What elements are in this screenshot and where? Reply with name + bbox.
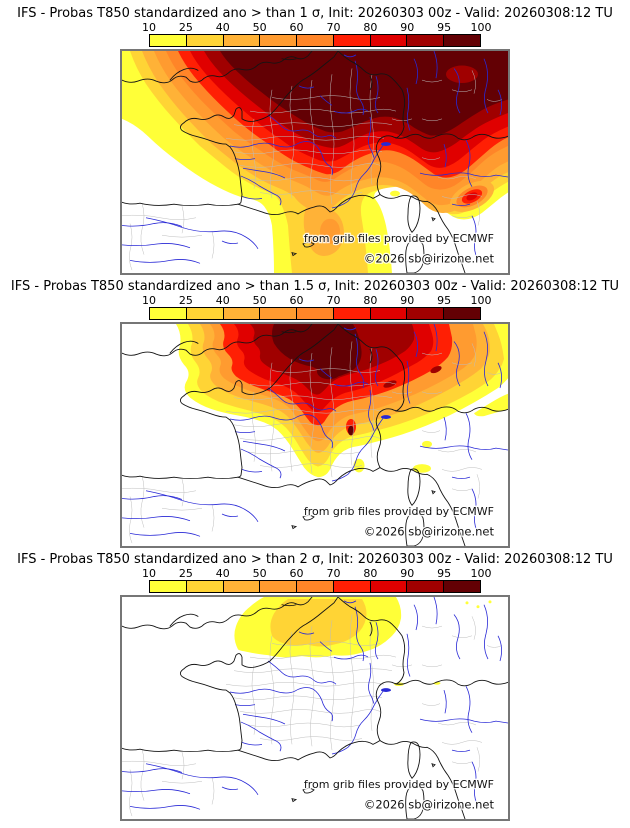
map-sigma-1: from grib files provided by ECMWF ©2026 … bbox=[120, 49, 510, 275]
colorbar-tick: 40 bbox=[215, 21, 230, 34]
colorbar-cell bbox=[444, 35, 481, 46]
colorbar-tick: 70 bbox=[326, 21, 341, 34]
colorbar-tick: 60 bbox=[289, 567, 304, 580]
panel-sigma-2: IFS - Probas T850 standardized ano > tha… bbox=[0, 552, 630, 821]
colorbar-tick: 50 bbox=[252, 294, 267, 307]
credit-text: from grib files provided by ECMWF bbox=[304, 232, 494, 245]
colorbar-tick: 40 bbox=[215, 294, 230, 307]
colorbar-ticks: 10 25 40 50 60 70 80 90 95 100 bbox=[142, 294, 492, 307]
colorbar-cell bbox=[297, 308, 334, 319]
map-sigma-2: from grib files provided by ECMWF ©2026 … bbox=[120, 595, 510, 821]
colorbar-tick: 80 bbox=[363, 21, 378, 34]
colorbar-tick: 70 bbox=[326, 567, 341, 580]
colorbar-ticks: 10 25 40 50 60 70 80 90 95 100 bbox=[142, 21, 492, 34]
colorbar-tick: 100 bbox=[470, 21, 492, 34]
panel-sigma-1-5: IFS - Probas T850 standardized ano > tha… bbox=[0, 279, 630, 548]
colorbar-cell bbox=[444, 308, 481, 319]
colorbar-swatches bbox=[149, 34, 481, 47]
probability-field bbox=[176, 324, 508, 478]
colorbar-tick: 25 bbox=[178, 21, 193, 34]
colorbar-cell bbox=[407, 581, 445, 592]
colorbar: 10 25 40 50 60 70 80 90 95 100 bbox=[142, 21, 492, 47]
colorbar-tick: 90 bbox=[400, 567, 415, 580]
colorbar-cell bbox=[444, 581, 481, 592]
colorbar-cell bbox=[297, 35, 334, 46]
colorbar: 10 25 40 50 60 70 80 90 95 100 bbox=[142, 294, 492, 320]
colorbar-tick: 100 bbox=[470, 294, 492, 307]
colorbar-tick: 50 bbox=[252, 567, 267, 580]
colorbar-cell bbox=[186, 308, 224, 319]
colorbar-cell bbox=[333, 35, 371, 46]
colorbar-tick: 80 bbox=[363, 294, 378, 307]
colorbar-tick: 50 bbox=[252, 21, 267, 34]
colorbar-cell bbox=[223, 308, 261, 319]
colorbar-tick: 40 bbox=[215, 567, 230, 580]
colorbar-tick: 10 bbox=[142, 567, 156, 580]
copyright-text: ©2026 sb@irizone.net bbox=[364, 798, 495, 812]
probability-field bbox=[122, 51, 508, 273]
colorbar-cell bbox=[150, 581, 187, 592]
credit-text: from grib files provided by ECMWF bbox=[304, 778, 494, 791]
colorbar-cell bbox=[297, 581, 334, 592]
colorbar-cell bbox=[260, 308, 298, 319]
colorbar-tick: 60 bbox=[289, 294, 304, 307]
panel-title: IFS - Probas T850 standardized ano > tha… bbox=[17, 6, 613, 21]
panel-title: IFS - Probas T850 standardized ano > tha… bbox=[17, 552, 613, 567]
colorbar-tick: 70 bbox=[326, 294, 341, 307]
colorbar-cell bbox=[260, 581, 298, 592]
colorbar-tick: 90 bbox=[400, 21, 415, 34]
colorbar-cell bbox=[150, 308, 187, 319]
colorbar-cell bbox=[260, 35, 298, 46]
copyright-text: ©2026 sb@irizone.net bbox=[364, 525, 495, 539]
colorbar-cell bbox=[407, 308, 445, 319]
map-canvas: from grib files provided by ECMWF ©2026 … bbox=[122, 597, 508, 819]
colorbar-tick: 25 bbox=[178, 294, 193, 307]
colorbar-cell bbox=[333, 581, 371, 592]
colorbar-tick: 95 bbox=[437, 294, 452, 307]
colorbar-cell bbox=[407, 35, 445, 46]
colorbar-swatches bbox=[149, 307, 481, 320]
colorbar: 10 25 40 50 60 70 80 90 95 100 bbox=[142, 567, 492, 593]
colorbar-tick: 10 bbox=[142, 294, 156, 307]
colorbar-cell bbox=[370, 308, 408, 319]
colorbar-tick: 95 bbox=[437, 21, 452, 34]
copyright-text: ©2026 sb@irizone.net bbox=[364, 252, 495, 266]
map-sigma-1-5: from grib files provided by ECMWF ©2026 … bbox=[120, 322, 510, 548]
colorbar-tick: 90 bbox=[400, 294, 415, 307]
credit-text: from grib files provided by ECMWF bbox=[304, 505, 494, 518]
colorbar-cell bbox=[223, 581, 261, 592]
colorbar-tick: 10 bbox=[142, 21, 156, 34]
colorbar-tick: 95 bbox=[437, 567, 452, 580]
colorbar-ticks: 10 25 40 50 60 70 80 90 95 100 bbox=[142, 567, 492, 580]
colorbar-tick: 25 bbox=[178, 567, 193, 580]
colorbar-cell bbox=[370, 35, 408, 46]
panel-title: IFS - Probas T850 standardized ano > tha… bbox=[10, 279, 620, 294]
colorbar-cell bbox=[223, 35, 261, 46]
colorbar-swatches bbox=[149, 580, 481, 593]
colorbar-cell bbox=[186, 581, 224, 592]
colorbar-cell bbox=[150, 35, 187, 46]
panel-sigma-1: IFS - Probas T850 standardized ano > tha… bbox=[0, 6, 630, 275]
map-canvas: from grib files provided by ECMWF ©2026 … bbox=[122, 324, 508, 546]
colorbar-tick: 100 bbox=[470, 567, 492, 580]
colorbar-tick: 80 bbox=[363, 567, 378, 580]
colorbar-cell bbox=[333, 308, 371, 319]
colorbar-cell bbox=[186, 35, 224, 46]
colorbar-tick: 60 bbox=[289, 21, 304, 34]
colorbar-cell bbox=[370, 581, 408, 592]
map-canvas: from grib files provided by ECMWF ©2026 … bbox=[122, 51, 508, 273]
